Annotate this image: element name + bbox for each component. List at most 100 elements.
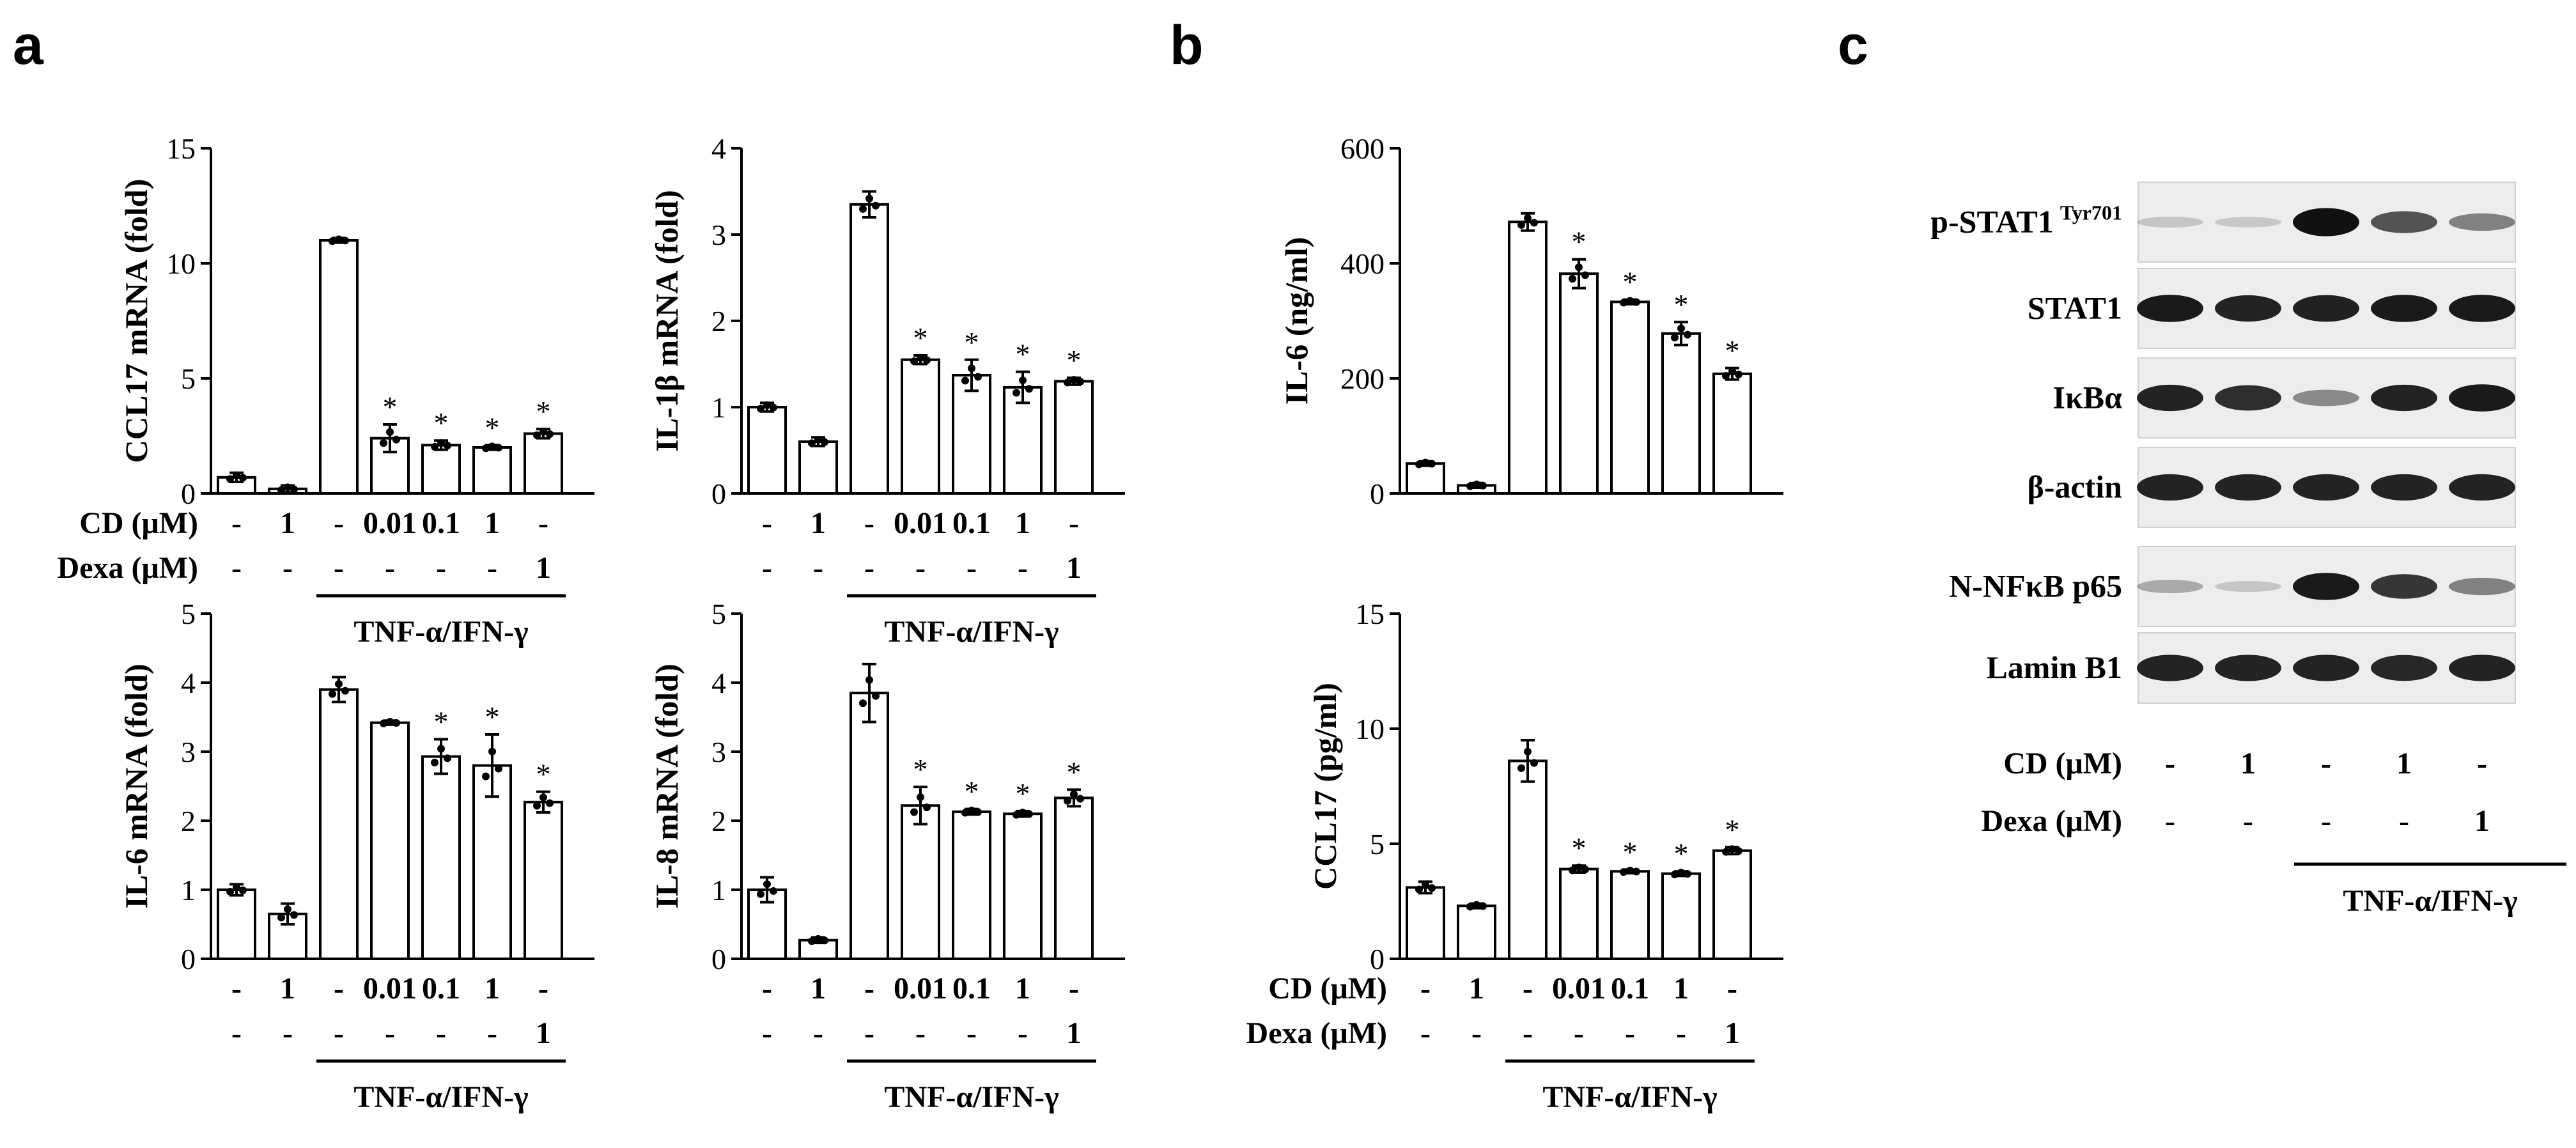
blot-dexa-treatment: - [2165, 804, 2175, 838]
data-point [444, 442, 451, 450]
dexa-treatment: - [1625, 1016, 1635, 1050]
bar-il8_mrna-6 [1054, 796, 1094, 960]
dexa-treatment: - [1676, 1016, 1686, 1050]
cd-treatment: 0.1 [1611, 972, 1649, 1005]
cd-treatment: - [334, 506, 344, 540]
dexa-treatment: - [334, 1016, 344, 1050]
cd-treatment: 1 [485, 506, 500, 540]
data-point [1575, 864, 1583, 872]
data-point [546, 430, 554, 438]
data-point [482, 772, 490, 780]
significance-star: * [1067, 344, 1082, 376]
significance-star: * [485, 411, 500, 444]
data-point [1013, 811, 1020, 819]
data-point [533, 431, 541, 439]
data-point [290, 485, 298, 493]
y-tick-label: 15 [166, 132, 196, 165]
bar-il8_mrna-3 [901, 804, 940, 960]
data-point [1013, 389, 1020, 397]
bar-il6_protein-5 [1661, 332, 1701, 495]
y-axis-label: IL-6 (ng/ml) [1278, 237, 1314, 405]
data-point [539, 793, 547, 802]
y-tick-label: 0 [711, 477, 726, 510]
dexa-treatment: - [385, 1016, 395, 1050]
significance-star: * [536, 758, 551, 791]
bar-il8_mrna-5 [1003, 812, 1043, 960]
data-point [284, 483, 291, 492]
data-point [808, 439, 816, 447]
significance-star: * [1674, 288, 1689, 321]
cd-treatment: 0.01 [894, 972, 947, 1005]
data-point [814, 935, 822, 943]
y-tick-label: 0 [711, 943, 726, 975]
data-point [226, 888, 234, 896]
data-point [533, 802, 541, 810]
data-point [872, 201, 880, 210]
data-point [859, 205, 867, 213]
significance-star: * [913, 753, 928, 786]
data-point [431, 442, 438, 451]
western-blot: p-STAT1 Tyr701 STAT1 IκBα β-actin N-NFκB p65 L… [1930, 182, 2566, 918]
data-point [1428, 884, 1436, 892]
dexa-treatment: - [864, 551, 874, 585]
dexa-row-label: Dexa (μM) [58, 551, 198, 585]
data-point [233, 471, 240, 479]
significance-star: * [1016, 777, 1030, 810]
blot-label-text: β-actin [2027, 469, 2122, 505]
data-point [1677, 869, 1685, 877]
y-tick-label: 5 [1370, 828, 1385, 860]
y-tick-label: 2 [181, 805, 196, 837]
blot-label-text: Lamin B1 [1986, 649, 2122, 685]
blot-band [2215, 474, 2281, 501]
cd-treatment: - [762, 506, 772, 540]
blot-band [2293, 474, 2359, 501]
bar-ccl17_protein-1 [1457, 904, 1496, 960]
data-point [961, 376, 969, 385]
data-point [1684, 330, 1691, 339]
y-tick-label: 4 [711, 667, 726, 699]
data-point [290, 911, 298, 919]
y-tick-label: 1 [711, 874, 726, 906]
group-label: TNF-α/IFN-γ [1542, 1080, 1717, 1114]
data-point [1728, 367, 1736, 375]
y-tick-label: 200 [1340, 362, 1385, 395]
data-point [917, 353, 924, 362]
bar-ccl17_protein-5 [1661, 872, 1701, 961]
data-point [1722, 371, 1730, 380]
panel-label-c: c [1838, 15, 1868, 76]
data-point [968, 807, 975, 815]
data-point [865, 194, 873, 203]
y-tick-label: 2 [711, 305, 726, 337]
dexa-treatment: - [436, 1016, 446, 1050]
blot-row-4: N-NFκB p65 [1949, 546, 2516, 627]
dexa-treatment: - [283, 1016, 293, 1050]
data-point [1019, 376, 1027, 385]
bar-il1b_mrna-1 [798, 440, 838, 495]
bar-il1b_mrna-3 [901, 358, 940, 495]
y-tick-label: 1 [711, 391, 726, 424]
blot-dexa-treatment: - [2399, 804, 2409, 838]
blot-band [2449, 474, 2515, 501]
data-point [1070, 790, 1078, 798]
y-tick-label: 3 [711, 219, 726, 251]
blot-band [2215, 580, 2281, 593]
data-point [1581, 271, 1589, 279]
cd-treatment: 1 [1469, 972, 1484, 1005]
y-tick-label: 10 [1355, 713, 1385, 745]
blot-label: N-NFκB p65 [1949, 568, 2122, 604]
cd-treatment: - [1069, 506, 1079, 540]
data-point [226, 475, 234, 483]
bar-il8_mrna-2 [850, 692, 889, 960]
blot-band [2215, 385, 2281, 411]
y-axis-label: CCL17 (pg/ml) [1307, 683, 1343, 890]
y-tick-label: 15 [1355, 598, 1385, 630]
dexa-treatment: - [1420, 1016, 1431, 1050]
data-point [1728, 845, 1736, 853]
significance-star: * [485, 701, 500, 733]
data-point [539, 428, 547, 436]
blot-band [2215, 217, 2281, 228]
blot-band [2371, 384, 2437, 412]
data-point [808, 937, 816, 945]
